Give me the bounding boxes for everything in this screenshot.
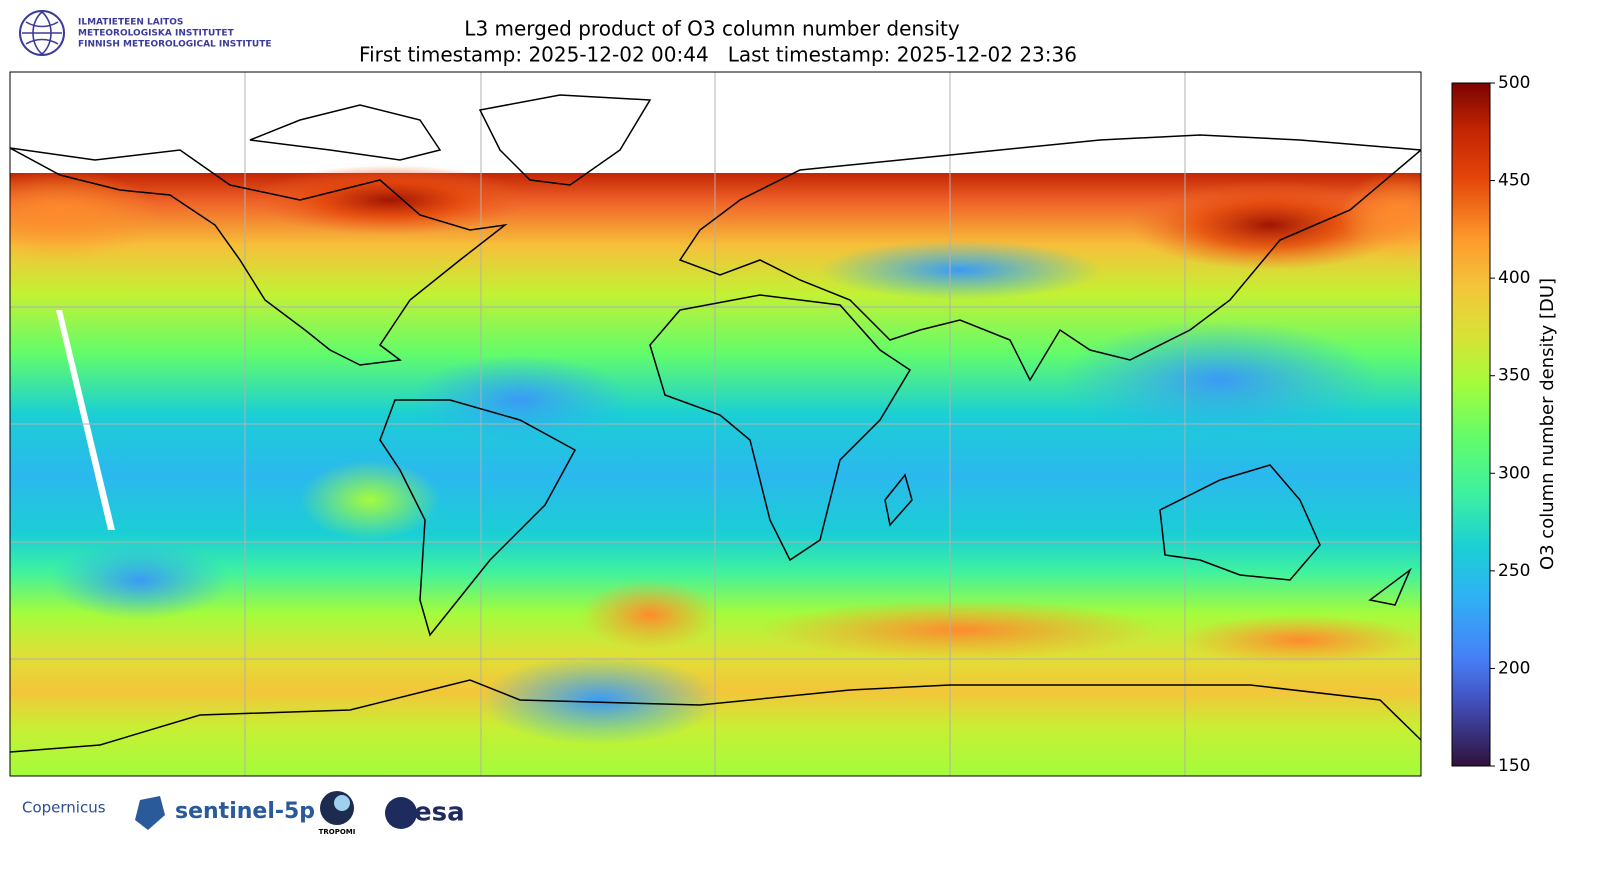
tropomi-icon [334, 795, 350, 811]
chart-subtitle: First timestamp: 2025-12-02 00:44 Last t… [359, 43, 1077, 67]
logo-copernicus: Copernicus [22, 799, 106, 817]
colorbar-tick-label: 500 [1498, 73, 1530, 93]
logo-text: FINNISH METEOROLOGICAL INSTITUTE [78, 40, 272, 50]
logo-text: ILMATIETEEN LAITOS [78, 18, 183, 28]
colorbar-label: O3 column number density [DU] [1537, 278, 1558, 570]
logo-text: METEOROLOGISKA INSTITUTET [78, 29, 235, 39]
map-frame [9, 71, 1422, 777]
chart-title: L3 merged product of O3 column number de… [464, 17, 960, 41]
colorbar-tick-label: 400 [1498, 268, 1530, 288]
footer-logos: Copernicus sentinel-5p TROPOMI esa [22, 791, 465, 836]
colorbar-tick-label: 250 [1498, 561, 1530, 581]
colorbar-tick-label: 350 [1498, 366, 1530, 386]
coastlines [10, 94, 1421, 753]
colorbar-tick-label: 150 [1498, 756, 1530, 776]
logo-tropomi: TROPOMI [319, 828, 356, 836]
fmi-logo: ILMATIETEEN LAITOS METEOROLOGISKA INSTIT… [19, 10, 272, 56]
sentinel-icon [135, 796, 165, 830]
logo-esa: esa [414, 798, 465, 828]
colorbar [1451, 82, 1491, 767]
esa-icon [385, 797, 417, 829]
grid [10, 72, 1421, 776]
colorbar-tick-label: 450 [1498, 171, 1530, 191]
colorbar-tick-label: 300 [1498, 463, 1530, 483]
logo-sentinel: sentinel-5p [175, 799, 315, 824]
colorbar-tick-label: 200 [1498, 658, 1530, 678]
